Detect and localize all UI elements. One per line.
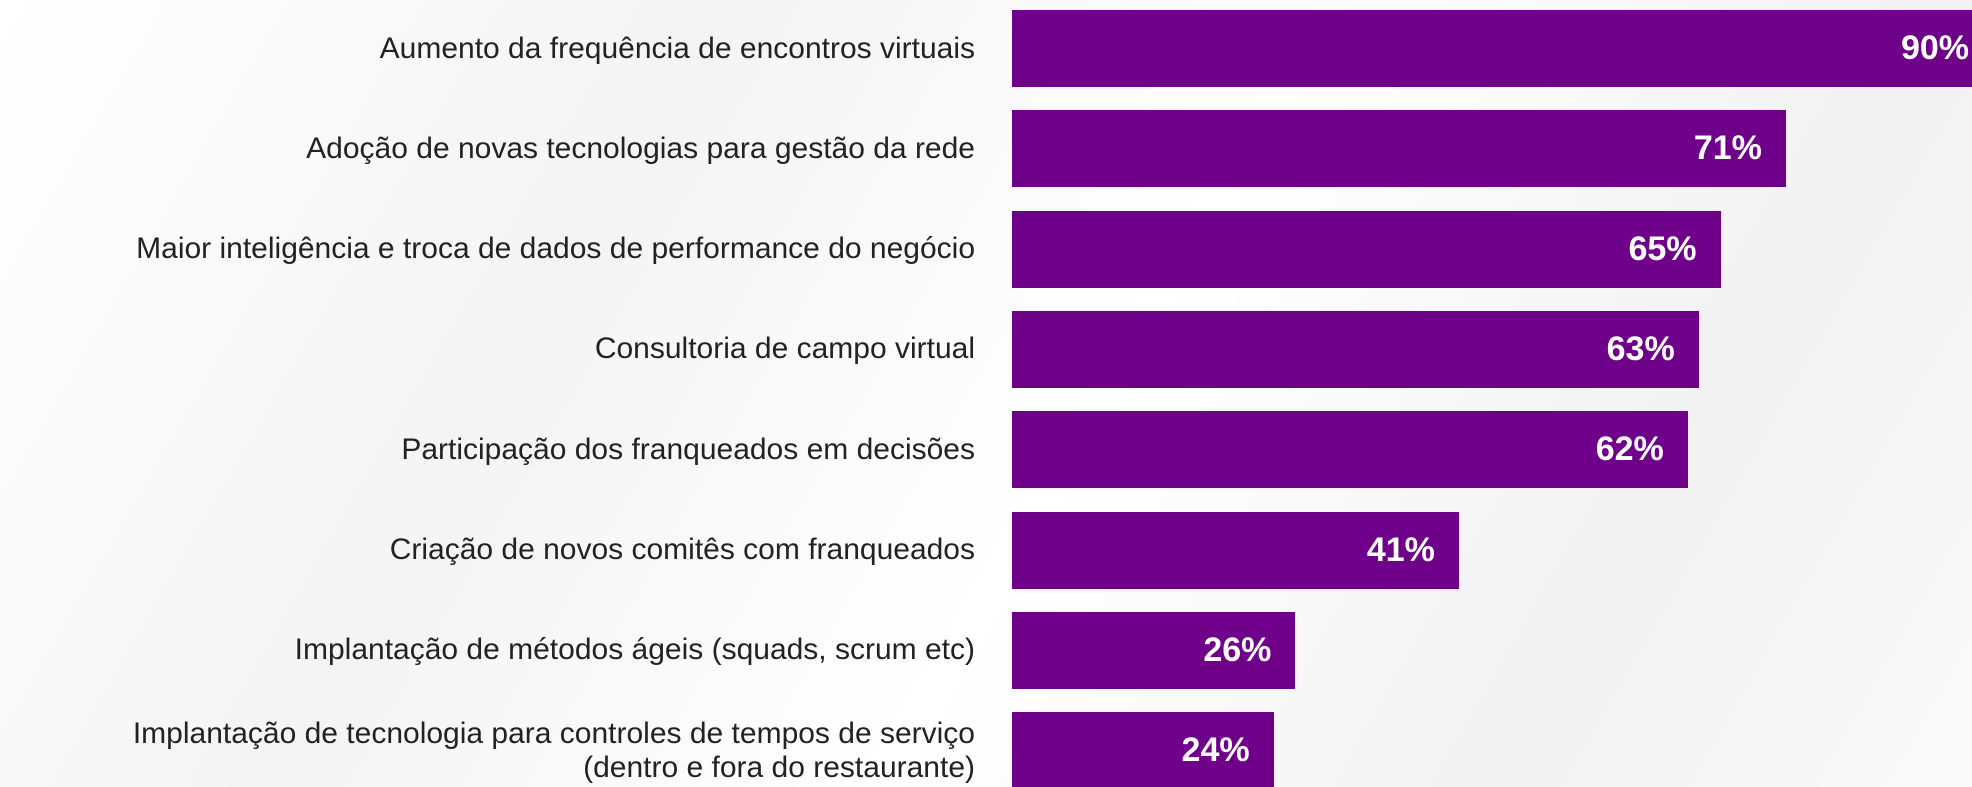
value-label: 41% xyxy=(1366,530,1435,569)
bar xyxy=(1012,210,1721,288)
category-label: Aumento da frequência de encontros virtu… xyxy=(379,31,975,65)
bar xyxy=(1012,611,1296,689)
category-label: Implantação de tecnologia para controles… xyxy=(132,716,975,784)
category-label: Implantação de métodos ágeis (squads, sc… xyxy=(294,633,975,667)
category-label: Participação dos franqueados em decisões xyxy=(401,432,975,466)
value-label: 26% xyxy=(1203,630,1272,669)
bar xyxy=(1012,511,1459,589)
value-label: 62% xyxy=(1595,430,1664,469)
category-label: Criação de novos comitês com franqueados xyxy=(389,533,975,566)
value-label: 65% xyxy=(1628,229,1697,268)
value-label: 90% xyxy=(1900,29,1969,67)
value-label: 63% xyxy=(1606,329,1675,368)
bar xyxy=(1012,10,1972,87)
category-label: Maior inteligência e troca de dados de p… xyxy=(136,232,975,266)
bar xyxy=(1012,411,1688,489)
value-label: 24% xyxy=(1181,731,1250,770)
value-label: 71% xyxy=(1693,129,1762,168)
category-label: Consultoria de campo virtual xyxy=(594,332,975,366)
category-label: Adoção de novas tecnologias para gestão … xyxy=(306,131,975,165)
bar xyxy=(1012,712,1274,787)
bar xyxy=(1012,110,1786,188)
bar xyxy=(1012,310,1699,388)
